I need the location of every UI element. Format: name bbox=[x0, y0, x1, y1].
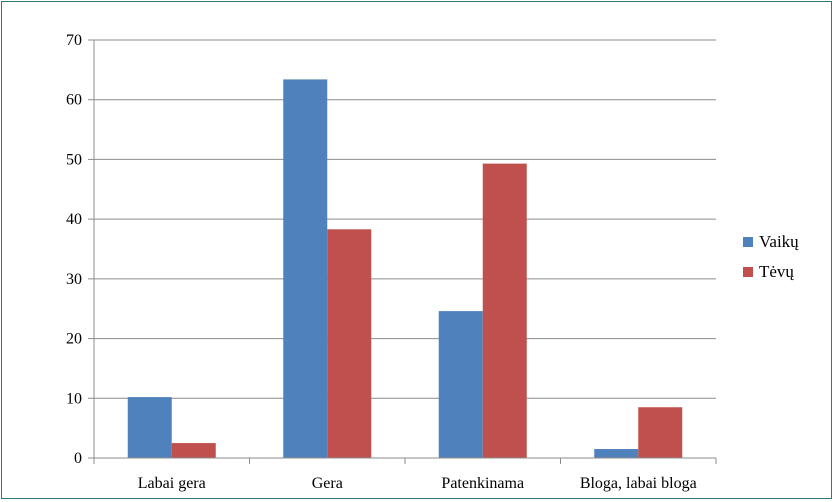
legend-label-tevu: Tėvų bbox=[759, 262, 794, 281]
y-tick-label: 20 bbox=[66, 331, 82, 348]
y-tick-label: 50 bbox=[66, 151, 82, 168]
legend: Vaikų Tėvų bbox=[743, 232, 799, 281]
bar-tevu-3 bbox=[638, 407, 683, 458]
bar-tevu-1 bbox=[327, 229, 372, 458]
y-tick-label: 10 bbox=[66, 390, 82, 407]
x-tick-labels: Labai gera Gera Patenkinama Bloga, labai bl… bbox=[138, 475, 697, 492]
bar-vaiku-2 bbox=[438, 311, 483, 458]
y-tick-label: 0 bbox=[74, 450, 82, 467]
legend-swatch-tevu bbox=[743, 267, 753, 277]
y-tick-label: 60 bbox=[66, 92, 82, 109]
bar-tevu-2 bbox=[482, 163, 527, 458]
axes bbox=[88, 39, 717, 464]
bar-vaiku-1 bbox=[283, 79, 328, 458]
gridlines bbox=[94, 39, 716, 399]
bar-vaiku-3 bbox=[594, 449, 639, 458]
y-tick-labels: 0 10 20 30 40 50 60 70 bbox=[66, 32, 82, 467]
x-tick-label: Patenkinama bbox=[441, 475, 524, 492]
bar-tevu-0 bbox=[171, 443, 216, 458]
bar-vaiku-0 bbox=[127, 397, 172, 458]
y-tick-label: 70 bbox=[66, 32, 82, 49]
y-tick-label: 40 bbox=[66, 211, 82, 228]
legend-swatch-vaiku bbox=[743, 237, 753, 247]
bars bbox=[127, 79, 683, 458]
x-tick-label: Labai gera bbox=[138, 475, 206, 492]
y-tick-label: 30 bbox=[66, 271, 82, 288]
legend-label-vaiku: Vaikų bbox=[759, 232, 799, 251]
x-tick-label: Bloga, labai bloga bbox=[580, 475, 697, 492]
x-tick-label: Gera bbox=[312, 475, 343, 492]
